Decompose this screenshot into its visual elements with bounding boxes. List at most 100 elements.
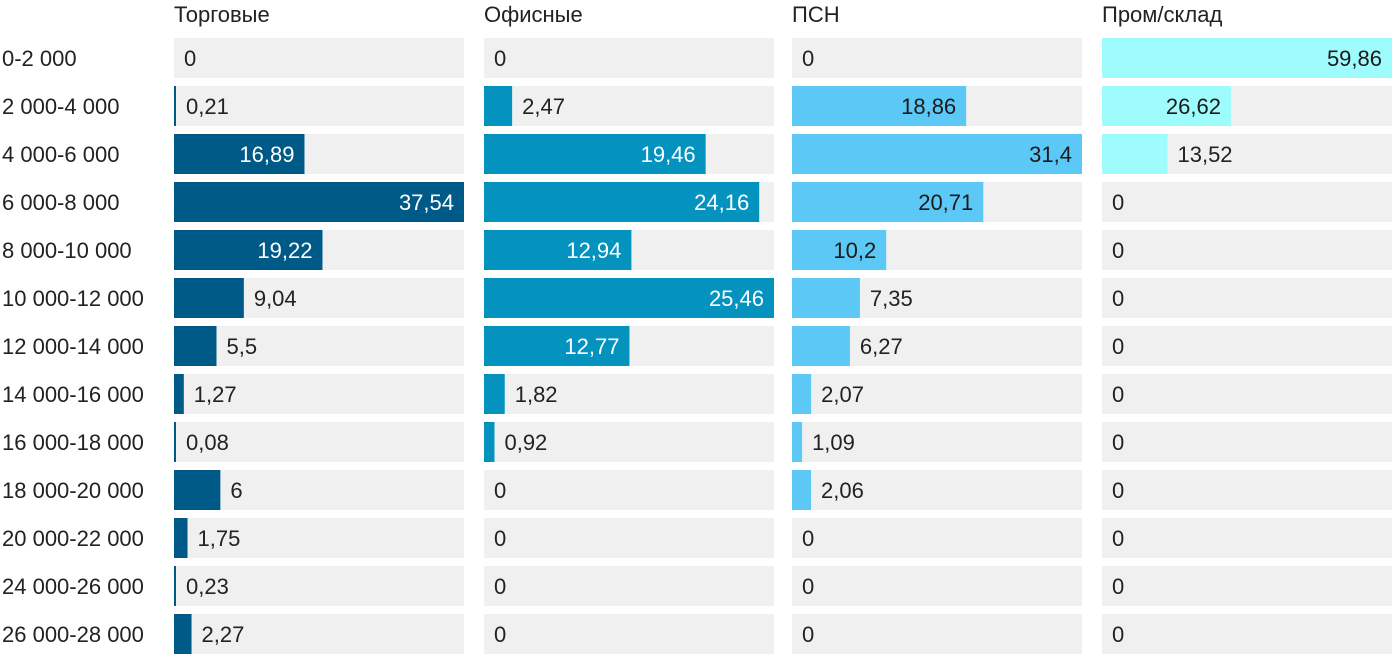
panel-3: ПСН 0 18,86 31,4 20,71 10,2 7,35 6,27 2,07 1,09 2,… [792, 2, 1082, 654]
data-label: 12,94 [566, 238, 621, 263]
data-label: 10,2 [833, 238, 876, 263]
bar [174, 326, 217, 366]
data-label: 1,27 [194, 382, 237, 407]
bar [792, 278, 860, 318]
data-label: 13,52 [1177, 142, 1232, 167]
data-label: 2,06 [821, 478, 864, 503]
bar [174, 278, 244, 318]
bar-track [174, 86, 464, 126]
data-label: 6 [230, 478, 242, 503]
data-label: 0,21 [186, 94, 229, 119]
bar [484, 182, 760, 222]
row-label: 14 000-16 000 [2, 382, 144, 407]
bar [1102, 38, 1392, 78]
bar [484, 134, 706, 174]
bar-track [484, 374, 774, 414]
bar-track [792, 518, 1082, 558]
bar [792, 134, 1082, 174]
bar-track [484, 422, 774, 462]
bar-track [174, 38, 464, 78]
bar-track [792, 422, 1082, 462]
bar-track [792, 470, 1082, 510]
bar [792, 470, 812, 510]
data-label: 59,86 [1327, 46, 1382, 71]
bar [792, 422, 803, 462]
data-label: 7,35 [870, 286, 913, 311]
data-label: 0,23 [186, 574, 229, 599]
data-label: 1,09 [812, 430, 855, 455]
data-label: 0 [1112, 622, 1124, 647]
bar-track [174, 422, 464, 462]
bar-track [1102, 614, 1392, 654]
data-label: 0,92 [504, 430, 547, 455]
data-label: 2,47 [522, 94, 565, 119]
bar-track [1102, 470, 1392, 510]
data-label: 0 [1112, 430, 1124, 455]
data-label: 0 [494, 622, 506, 647]
panel-title: Торговые [174, 2, 270, 27]
row-label: 20 000-22 000 [2, 526, 144, 551]
data-label: 24,16 [694, 190, 749, 215]
panel-title: ПСН [792, 2, 840, 27]
bar [174, 422, 176, 462]
bar-track [174, 374, 464, 414]
bar [484, 326, 630, 366]
data-label: 1,82 [515, 382, 558, 407]
bar-track [484, 566, 774, 606]
bar [174, 470, 221, 510]
panel-title: Пром/склад [1102, 2, 1222, 27]
data-label: 6,27 [860, 334, 903, 359]
bar-track [484, 86, 774, 126]
bar-track [1102, 182, 1392, 222]
panels: Торговые 0 0,21 16,89 37,54 19,22 9,04 5,5 1,27 0… [174, 2, 1392, 654]
data-label: 12,77 [564, 334, 619, 359]
bar [174, 518, 188, 558]
bar [174, 182, 464, 222]
bar [1102, 134, 1168, 174]
data-label: 31,4 [1029, 142, 1072, 167]
data-label: 0 [1112, 190, 1124, 215]
data-label: 1,75 [198, 526, 241, 551]
panel-1: Торговые 0 0,21 16,89 37,54 19,22 9,04 5,5 1,27 0… [174, 2, 464, 654]
data-label: 0 [802, 46, 814, 71]
bar-track [792, 38, 1082, 78]
bar-track [174, 566, 464, 606]
data-label: 0 [1112, 526, 1124, 551]
bar [174, 86, 176, 126]
bar-track [792, 614, 1082, 654]
data-label: 26,62 [1166, 94, 1221, 119]
panel-2: Офисные 0 2,47 19,46 24,16 12,94 25,46 12,771,8… [484, 2, 774, 654]
data-label: 18,86 [901, 94, 956, 119]
row-label: 16 000-18 000 [2, 430, 144, 455]
data-label: 0 [1112, 286, 1124, 311]
bar-track [1102, 230, 1392, 270]
bar [484, 374, 505, 414]
data-label: 0 [494, 574, 506, 599]
bar [174, 230, 323, 270]
bar [792, 374, 812, 414]
bar-track [174, 518, 464, 558]
data-label: 0 [802, 526, 814, 551]
bar [174, 134, 305, 174]
data-label: 19,22 [257, 238, 312, 263]
data-label: 5,5 [226, 334, 257, 359]
data-label: 0 [1112, 574, 1124, 599]
data-label: 2,07 [821, 382, 864, 407]
bar [792, 326, 850, 366]
row-label: 4 000-6 000 [2, 142, 119, 167]
bar-track [792, 374, 1082, 414]
bar-track [1102, 422, 1392, 462]
bar-track [1102, 566, 1392, 606]
data-label: 0 [802, 622, 814, 647]
bar-track [174, 614, 464, 654]
data-label: 9,04 [254, 286, 297, 311]
data-label: 0 [494, 478, 506, 503]
panel-4: Пром/склад 59,86 26,62 13,52 0 0 0 0 0 0 0 0 0 0 [1102, 2, 1392, 654]
bar-track [1102, 278, 1392, 318]
data-label: 25,46 [709, 286, 764, 311]
data-label: 0 [1112, 334, 1124, 359]
bar [174, 374, 184, 414]
bar [484, 230, 632, 270]
bar-track [484, 38, 774, 78]
